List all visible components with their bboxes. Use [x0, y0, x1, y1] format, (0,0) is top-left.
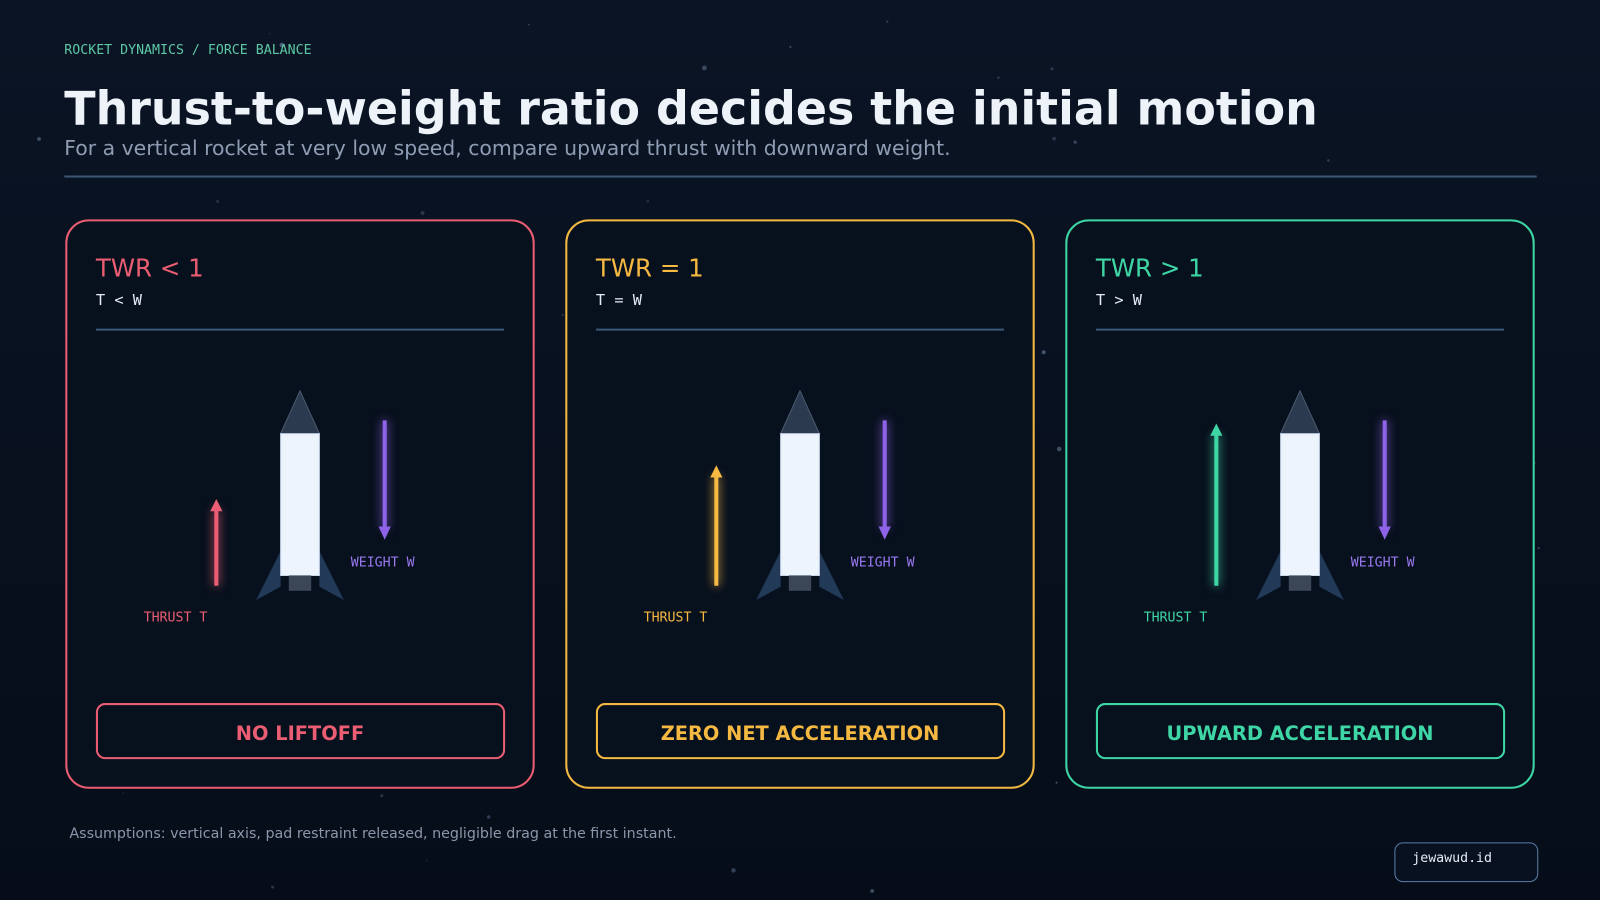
star [1056, 446, 1062, 452]
thrust-head [1210, 423, 1223, 436]
star [216, 200, 220, 203]
star [122, 792, 125, 794]
star [1050, 67, 1054, 71]
panel: TWR = 1 T = W THRUST T WEIGHT W ZERO NET ACC… [565, 219, 1035, 789]
panel-title: TWR < 1 [95, 254, 204, 283]
star [271, 885, 275, 889]
assumptions: Assumptions: vertical axis, pad restrain… [69, 826, 676, 842]
star [1052, 136, 1057, 141]
outcome-box [595, 703, 1006, 760]
outcome: ZERO NET ACCELERATION [661, 722, 940, 745]
star [486, 815, 491, 819]
star [789, 45, 792, 48]
star [702, 65, 707, 71]
star [1263, 122, 1266, 124]
star [1327, 159, 1330, 162]
star [870, 889, 874, 893]
weight-label: WEIGHT W [351, 555, 415, 570]
weight-label: WEIGHT W [1351, 555, 1415, 570]
star [1537, 547, 1540, 550]
panel-title: TWR > 1 [1095, 254, 1204, 283]
star [269, 32, 271, 35]
star [1055, 781, 1058, 784]
relation: T < W [96, 291, 143, 309]
star [420, 211, 425, 216]
fin [1319, 551, 1344, 600]
relation: T = W [596, 291, 643, 309]
star [1534, 462, 1536, 464]
weight-label: WEIGHT W [851, 555, 915, 570]
brand: jewawud.id [1412, 851, 1492, 866]
star [279, 42, 285, 48]
weight-head [378, 526, 391, 540]
star [528, 24, 530, 26]
star [997, 76, 1000, 80]
nozzle [288, 575, 312, 591]
star [561, 314, 564, 316]
star [380, 794, 384, 798]
subtitle: For a vertical rocket at very low speed,… [64, 136, 950, 160]
nozzle [1288, 575, 1312, 591]
weight-head [878, 526, 891, 540]
relation: T > W [1096, 291, 1143, 309]
outcome: UPWARD ACCELERATION [1167, 722, 1434, 745]
star [1073, 140, 1077, 144]
outcome: NO LIFTOFF [236, 722, 364, 745]
thrust-label: THRUST T [144, 610, 208, 625]
star [1041, 350, 1046, 355]
star [731, 868, 736, 873]
thrust-head [210, 498, 223, 512]
thrust-label: THRUST T [644, 610, 708, 625]
panel: TWR < 1 T < W THRUST T WEIGHT W NO LIFTOFF [65, 219, 535, 789]
star [646, 199, 650, 203]
star [886, 20, 889, 23]
thrust-label: THRUST T [1144, 610, 1208, 625]
breadcrumb: ROCKET DYNAMICS / FORCE BALANCE [64, 43, 311, 58]
panel: TWR > 1 T > W THRUST T WEIGHT W UPWARD ACCEL… [1065, 219, 1535, 789]
outcome-box [1095, 703, 1506, 760]
body [1280, 433, 1320, 577]
title: Thrust-to-weight ratio decides the initi… [64, 81, 1318, 135]
body [280, 433, 320, 577]
outcome-box [95, 703, 506, 760]
star [37, 137, 41, 141]
brand-box [1394, 842, 1539, 883]
fin [1256, 551, 1281, 600]
body [780, 433, 820, 577]
star [426, 860, 428, 862]
weight-head [1378, 526, 1391, 540]
thrust-head [710, 465, 723, 478]
nozzle [788, 575, 812, 591]
panel-title: TWR = 1 [595, 254, 704, 283]
